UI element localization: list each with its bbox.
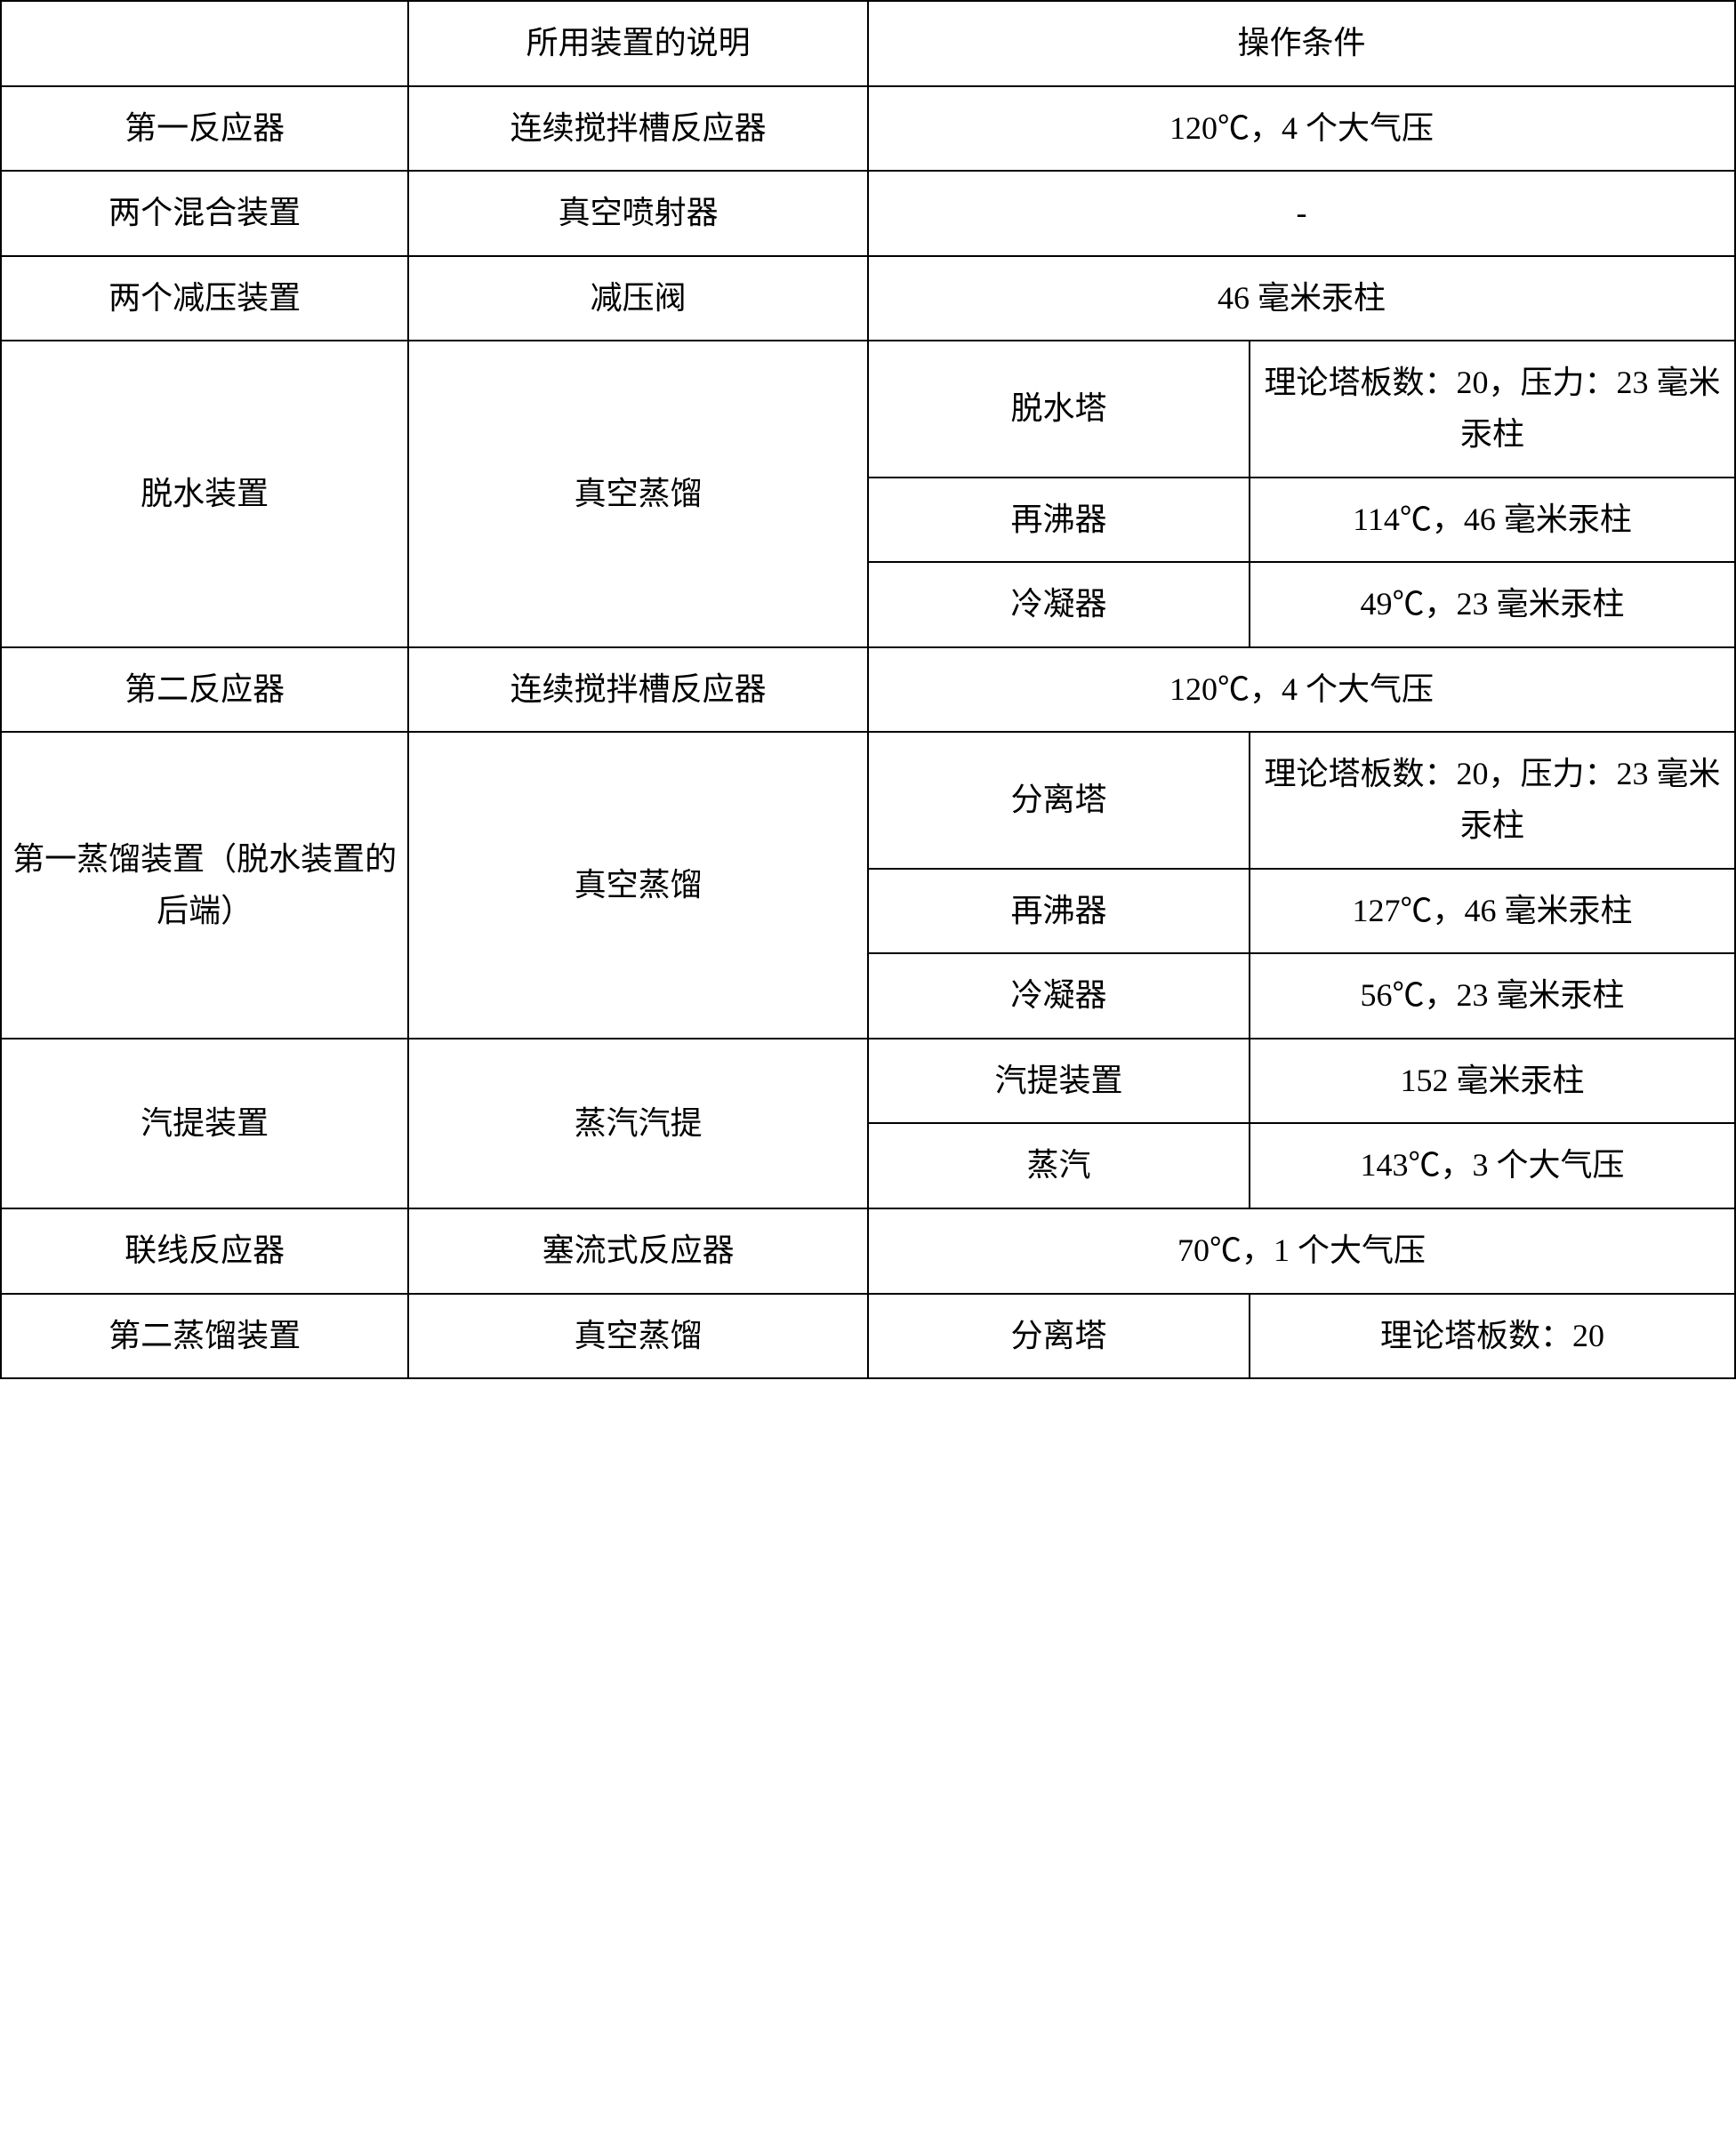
equipment-name: 脱水装置 — [1, 341, 408, 646]
equipment-name: 第一反应器 — [1, 86, 408, 172]
table-row: 第一蒸馏装置（脱水装置的后端） 真空蒸馏 分离塔 理论塔板数：20，压力：23 … — [1, 732, 1735, 868]
equipment-name: 两个混合装置 — [1, 171, 408, 256]
sub-condition: 49℃，23 毫米汞柱 — [1250, 562, 1735, 647]
sub-condition: 理论塔板数：20 — [1250, 1294, 1735, 1379]
table-row: 汽提装置 蒸汽汽提 汽提装置 152 毫米汞柱 — [1, 1039, 1735, 1124]
sub-equipment: 汽提装置 — [868, 1039, 1250, 1124]
equipment-name: 第二蒸馏装置 — [1, 1294, 408, 1379]
equipment-name: 联线反应器 — [1, 1208, 408, 1294]
equipment-description: 真空蒸馏 — [408, 341, 868, 646]
operating-condition: 46 毫米汞柱 — [868, 256, 1735, 341]
sub-equipment: 分离塔 — [868, 732, 1250, 868]
table-row: 联线反应器 塞流式反应器 70℃，1 个大气压 — [1, 1208, 1735, 1294]
table-row: 两个减压装置 减压阀 46 毫米汞柱 — [1, 256, 1735, 341]
table-row: 脱水装置 真空蒸馏 脱水塔 理论塔板数：20，压力：23 毫米汞柱 — [1, 341, 1735, 477]
operating-condition: 120℃，4 个大气压 — [868, 647, 1735, 733]
sub-condition: 143℃，3 个大气压 — [1250, 1123, 1735, 1208]
table-header-row: 所用装置的说明 操作条件 — [1, 1, 1735, 86]
sub-equipment: 再沸器 — [868, 478, 1250, 563]
sub-condition: 56℃，23 毫米汞柱 — [1250, 953, 1735, 1039]
sub-equipment: 分离塔 — [868, 1294, 1250, 1379]
sub-condition: 152 毫米汞柱 — [1250, 1039, 1735, 1124]
operating-condition: - — [868, 171, 1735, 256]
equipment-description: 连续搅拌槽反应器 — [408, 86, 868, 172]
equipment-description: 连续搅拌槽反应器 — [408, 647, 868, 733]
sub-condition: 理论塔板数：20，压力：23 毫米汞柱 — [1250, 341, 1735, 477]
operating-condition: 120℃，4 个大气压 — [868, 86, 1735, 172]
equipment-description: 蒸汽汽提 — [408, 1039, 868, 1208]
equipment-description: 真空蒸馏 — [408, 1294, 868, 1379]
sub-equipment: 冷凝器 — [868, 953, 1250, 1039]
table-row: 第一反应器 连续搅拌槽反应器 120℃，4 个大气压 — [1, 86, 1735, 172]
sub-condition: 理论塔板数：20，压力：23 毫米汞柱 — [1250, 732, 1735, 868]
equipment-description: 减压阀 — [408, 256, 868, 341]
sub-equipment: 再沸器 — [868, 869, 1250, 954]
equipment-name: 第一蒸馏装置（脱水装置的后端） — [1, 732, 408, 1038]
equipment-description: 真空喷射器 — [408, 171, 868, 256]
table-row: 第二蒸馏装置 真空蒸馏 分离塔 理论塔板数：20 — [1, 1294, 1735, 1379]
operating-condition: 70℃，1 个大气压 — [868, 1208, 1735, 1294]
process-equipment-table: 所用装置的说明 操作条件 第一反应器 连续搅拌槽反应器 120℃，4 个大气压 … — [0, 0, 1736, 1379]
sub-equipment: 蒸汽 — [868, 1123, 1250, 1208]
equipment-name: 汽提装置 — [1, 1039, 408, 1208]
header-col2: 所用装置的说明 — [408, 1, 868, 86]
table-row: 两个混合装置 真空喷射器 - — [1, 171, 1735, 256]
sub-equipment: 脱水塔 — [868, 341, 1250, 477]
sub-condition: 127℃，46 毫米汞柱 — [1250, 869, 1735, 954]
header-col3-4: 操作条件 — [868, 1, 1735, 86]
sub-condition: 114℃，46 毫米汞柱 — [1250, 478, 1735, 563]
equipment-description: 塞流式反应器 — [408, 1208, 868, 1294]
header-col1 — [1, 1, 408, 86]
equipment-name: 两个减压装置 — [1, 256, 408, 341]
table-row: 第二反应器 连续搅拌槽反应器 120℃，4 个大气压 — [1, 647, 1735, 733]
sub-equipment: 冷凝器 — [868, 562, 1250, 647]
equipment-description: 真空蒸馏 — [408, 732, 868, 1038]
equipment-name: 第二反应器 — [1, 647, 408, 733]
